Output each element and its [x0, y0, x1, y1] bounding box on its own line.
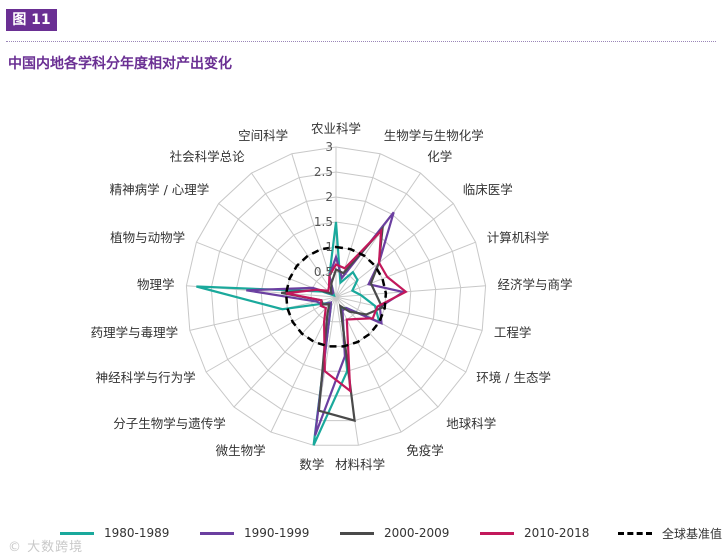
radial-ticks: 0.5 1 1.5 2 2.5 3 — [314, 140, 333, 279]
chart-legend: 1980-1989 1990-1999 2000-2009 2010-2018 全球基准… — [60, 522, 722, 544]
legend-label: 1980-1989 — [104, 526, 170, 540]
category-label: 化学 — [427, 149, 452, 164]
grid-spoke — [233, 296, 337, 408]
category-label: 工程学 — [494, 325, 532, 340]
legend-label: 1990-1999 — [244, 526, 310, 540]
legend-label: 2000-2009 — [384, 526, 450, 540]
radial-tick-label: 1.5 — [314, 215, 333, 229]
category-label: 地球科学 — [446, 416, 496, 431]
category-label: 空间科学 — [238, 128, 288, 143]
figure-badge: 图 11 — [6, 9, 57, 31]
grid-ring-3 — [260, 221, 412, 372]
grid-spoke — [218, 203, 337, 298]
category-label: 生物学与生物化学 — [384, 128, 484, 143]
category-label: 经济学与商学 — [498, 277, 573, 292]
category-label: 社会科学总论 — [170, 149, 246, 164]
legend-item-5: 全球基准值 — [618, 522, 722, 544]
radial-tick-label: 0.5 — [314, 265, 333, 279]
legend-swatch — [60, 531, 94, 535]
grid-ring-5 — [210, 171, 462, 422]
grid-spoke — [251, 172, 337, 298]
category-label: 免疫学 — [406, 443, 444, 458]
radar-chart: 0.5 1 1.5 2 2.5 3 农业科学 生物学与生物化学化学临床医学计算机科学经济学与… — [91, 121, 573, 472]
radial-tick-label: 2.5 — [314, 165, 333, 179]
grid-spoke — [189, 296, 337, 331]
radial-tick-label: 3 — [325, 140, 333, 154]
grid-spoke — [335, 296, 467, 373]
category-label: 临床医学 — [463, 182, 513, 197]
category-label: 材料科学 — [335, 457, 385, 472]
chart-title: 中国内地各学科分年度相对产出变化 — [8, 56, 232, 72]
category-label: 精神病学 / 心理学 — [110, 182, 210, 197]
grid-spoke — [335, 296, 483, 331]
legend-item-3: 2000-2009 — [340, 522, 449, 544]
legend-label: 全球基准值 — [662, 526, 723, 541]
legend-swatch — [618, 531, 652, 535]
legend-swatch — [480, 531, 514, 535]
radial-tick-label: 1 — [325, 240, 333, 254]
grid-spoke — [205, 296, 337, 373]
radar-series — [196, 211, 408, 446]
category-label: 药理学与毒理学 — [91, 325, 179, 340]
category-label: 神经科学与行为学 — [96, 370, 196, 385]
category-label: 分子生物学与遗传学 — [113, 416, 226, 431]
grid-spoke — [335, 296, 439, 408]
series-line-4 — [285, 227, 408, 394]
category-label: 物理学 — [137, 277, 175, 292]
grid-ring-1 — [310, 271, 362, 323]
legend-swatch — [200, 531, 234, 535]
legend-item-2: 1990-1999 — [200, 522, 309, 544]
category-label: 环境 / 生态学 — [476, 370, 551, 385]
header-divider — [6, 41, 716, 42]
grid-spoke — [335, 241, 476, 298]
watermark: © 大数跨境 — [8, 540, 84, 555]
category-label: 计算机科学 — [487, 230, 550, 245]
legend-swatch — [340, 531, 374, 535]
category-label: 微生物学 — [216, 443, 266, 458]
category-label: 农业科学 — [311, 121, 361, 136]
category-label: 植物与动物学 — [110, 230, 185, 245]
legend-label: 2010-2018 — [524, 526, 590, 540]
legend-item-1: 1980-1989 — [60, 522, 169, 544]
radial-tick-label: 2 — [325, 190, 333, 204]
grid-ring-6 — [185, 146, 487, 446]
series-line-5 — [284, 245, 388, 348]
category-label: 数学 — [299, 457, 324, 472]
legend-item-4: 2010-2018 — [480, 522, 589, 544]
